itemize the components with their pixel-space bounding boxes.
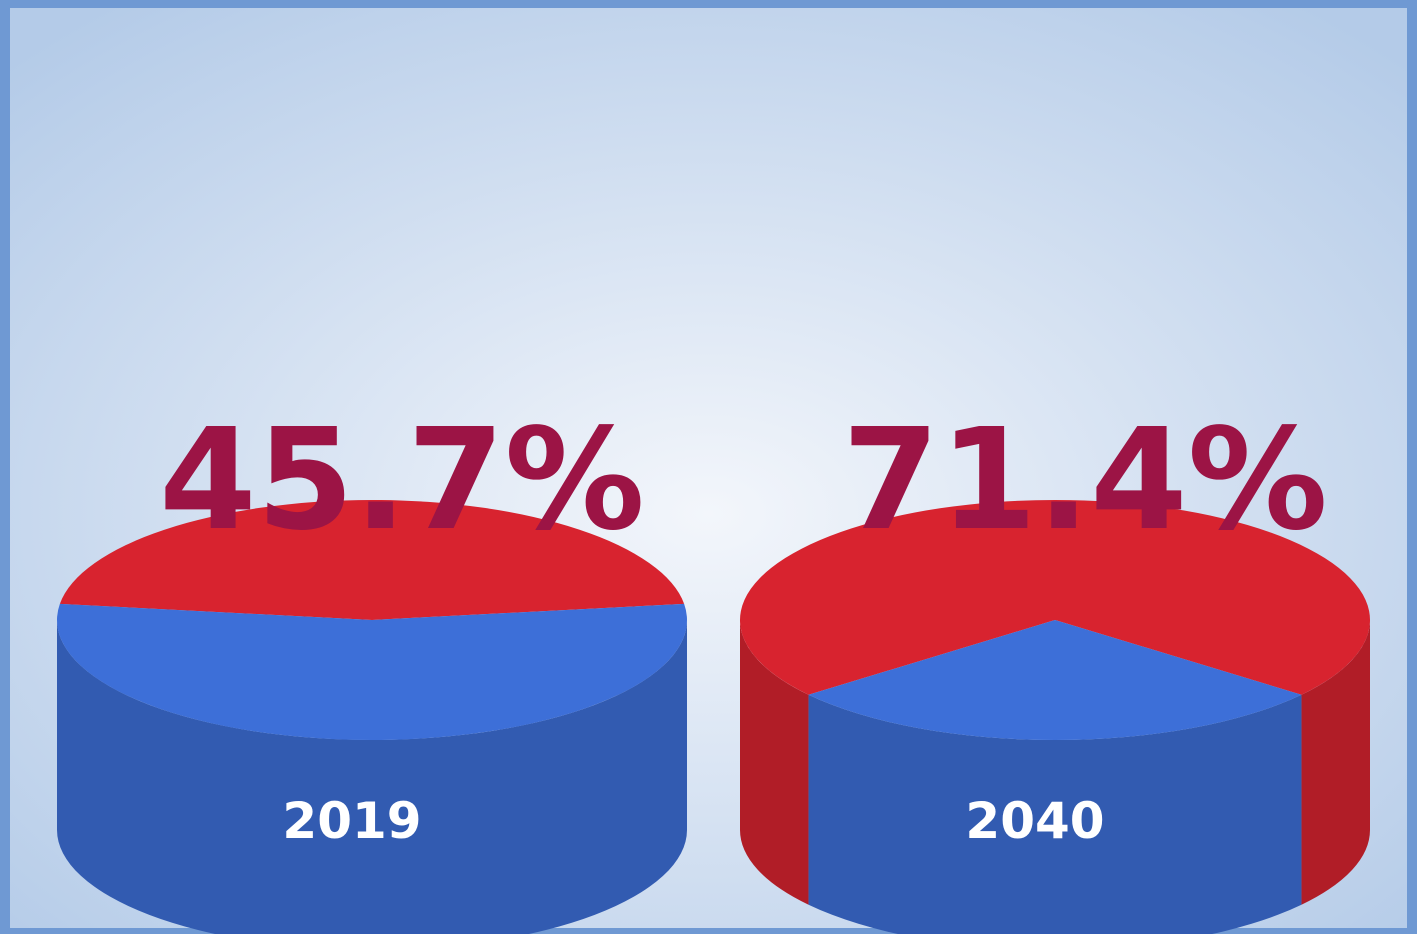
year-label: 2019	[282, 792, 421, 850]
pie-side	[740, 620, 809, 905]
pie-slice	[59, 499, 685, 620]
pie-slice	[56, 603, 687, 740]
year-label: 2040	[965, 792, 1104, 850]
value-label: 71.4%	[842, 399, 1328, 562]
pie-slice	[739, 500, 1370, 695]
pie-side	[808, 694, 1302, 934]
value-label: 45.7%	[159, 399, 645, 562]
pie-side	[1301, 620, 1370, 905]
pie-slice	[808, 620, 1302, 741]
pie-side	[57, 620, 687, 934]
